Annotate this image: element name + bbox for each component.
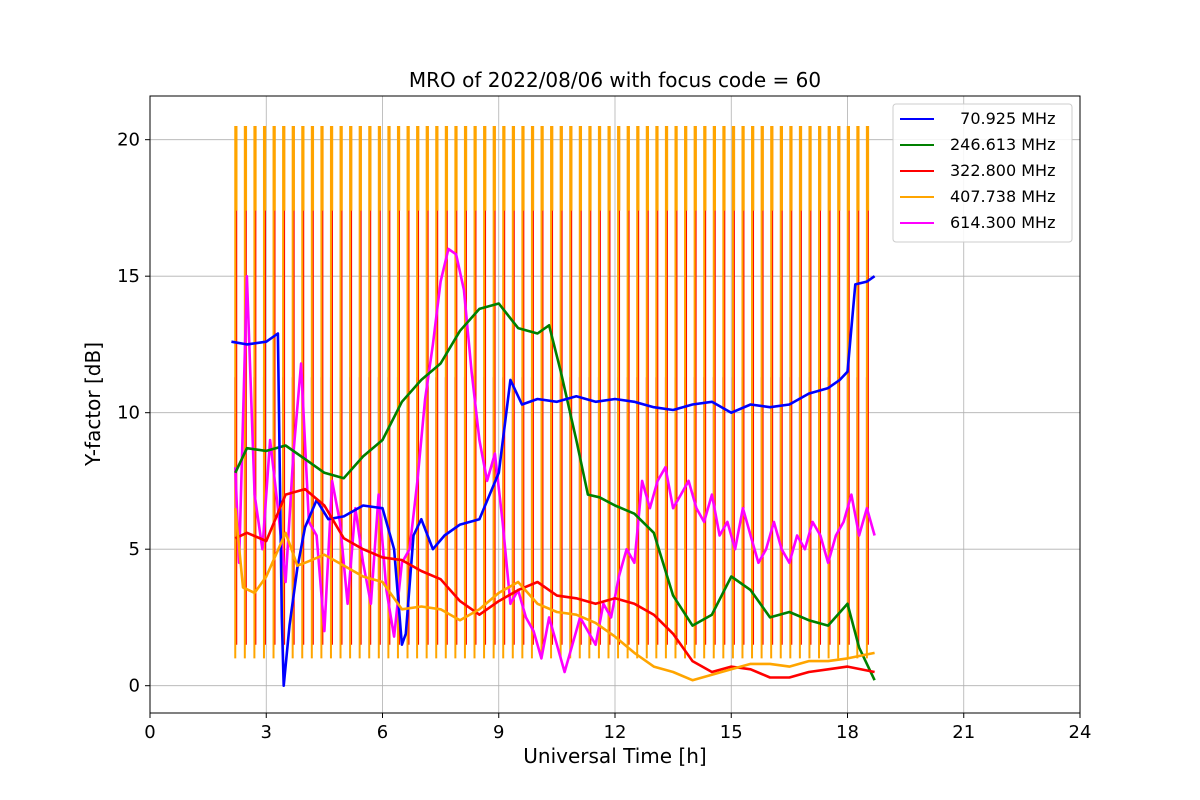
- x-tick-label: 12: [604, 722, 627, 743]
- legend-label-3: 407.738 MHz: [950, 187, 1055, 206]
- series-lines: [231, 247, 876, 688]
- legend-label-0: 70.925 MHz: [950, 109, 1055, 128]
- legend-label-2: 322.800 MHz: [950, 161, 1055, 180]
- legend-label-4: 614.300 MHz: [950, 213, 1055, 232]
- y-tick-label: 20: [117, 130, 140, 151]
- x-tick-label: 3: [261, 722, 272, 743]
- y-tick-label: 5: [129, 539, 140, 560]
- legend-label-1: 246.613 MHz: [950, 135, 1055, 154]
- y-axis-ticks: 0 5 10 15 20: [117, 130, 150, 697]
- y-tick-label: 15: [117, 266, 140, 287]
- chart-legend: 70.925 MHz 246.613 MHz 322.800 MHz 407.738 …: [892, 103, 1073, 243]
- legend-box: [892, 103, 1073, 243]
- chart-title: MRO of 2022/08/06 with focus code = 60: [409, 68, 821, 92]
- series-line-407-738-mhz: [234, 508, 875, 682]
- y-tick-label: 10: [117, 403, 140, 424]
- x-tick-label: 6: [377, 722, 388, 743]
- x-tick-label: 21: [952, 722, 975, 743]
- x-tick-label: 15: [720, 722, 743, 743]
- y-axis-label: Y-factor [dB]: [81, 342, 105, 467]
- series-line-614-300-mhz: [234, 247, 876, 674]
- series-line-246-613-mhz: [234, 302, 876, 681]
- series-line-322-800-mhz: [234, 487, 875, 679]
- y-tick-label: 0: [129, 676, 140, 697]
- x-axis-label: Universal Time [h]: [523, 744, 706, 768]
- x-tick-label: 18: [836, 722, 859, 743]
- series-line-70-925-mhz: [231, 275, 876, 688]
- x-tick-label: 0: [144, 722, 155, 743]
- x-tick-label: 24: [1069, 722, 1092, 743]
- x-axis-ticks: 0 3 6 9 12 15 18 21 24: [144, 713, 1091, 743]
- x-tick-label: 9: [493, 722, 504, 743]
